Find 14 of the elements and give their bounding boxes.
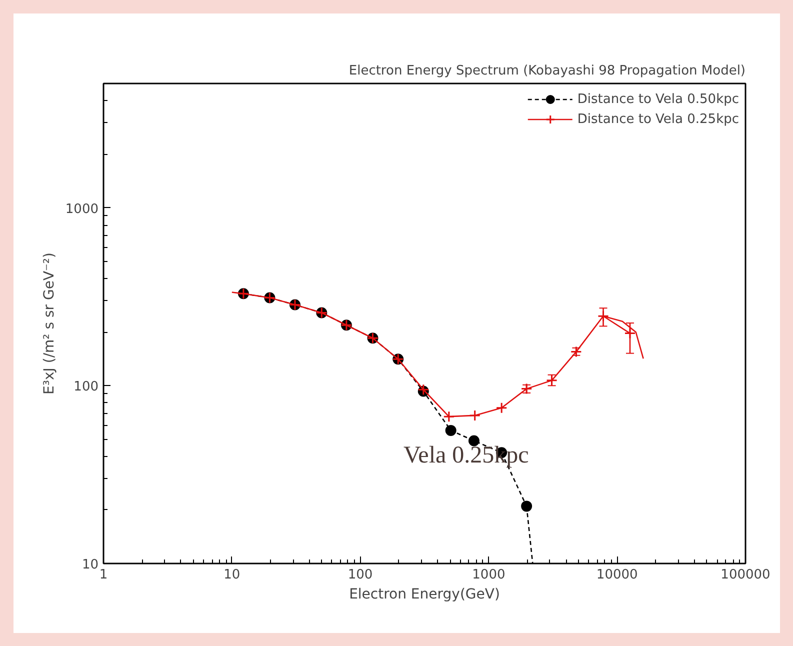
x-tick-label: 100000 (720, 568, 770, 582)
y-tick-label: 1000 (65, 202, 99, 217)
x-tick-label: 10000 (596, 568, 638, 582)
y-tick-label: 100 (74, 380, 99, 395)
x-tick-label: 1000 (472, 568, 506, 582)
y-tick-label: 10 (82, 558, 99, 572)
x-tick-label: 100 (348, 568, 373, 582)
chart-title: Electron Energy Spectrum (Kobayashi 98 Propagation Model) (348, 64, 746, 78)
x-tick-label: 1 (99, 568, 108, 582)
legend-label: Distance to Vela 0.50kpc (577, 92, 739, 106)
x-tick-label: 10 (224, 568, 240, 582)
y-axis-title: E³xJ (/m² s sr GeV⁻²) (41, 252, 58, 394)
legend-label: Distance to Vela 0.25kpc (577, 112, 739, 126)
x-axis-title: Electron Energy(GeV) (349, 586, 500, 602)
